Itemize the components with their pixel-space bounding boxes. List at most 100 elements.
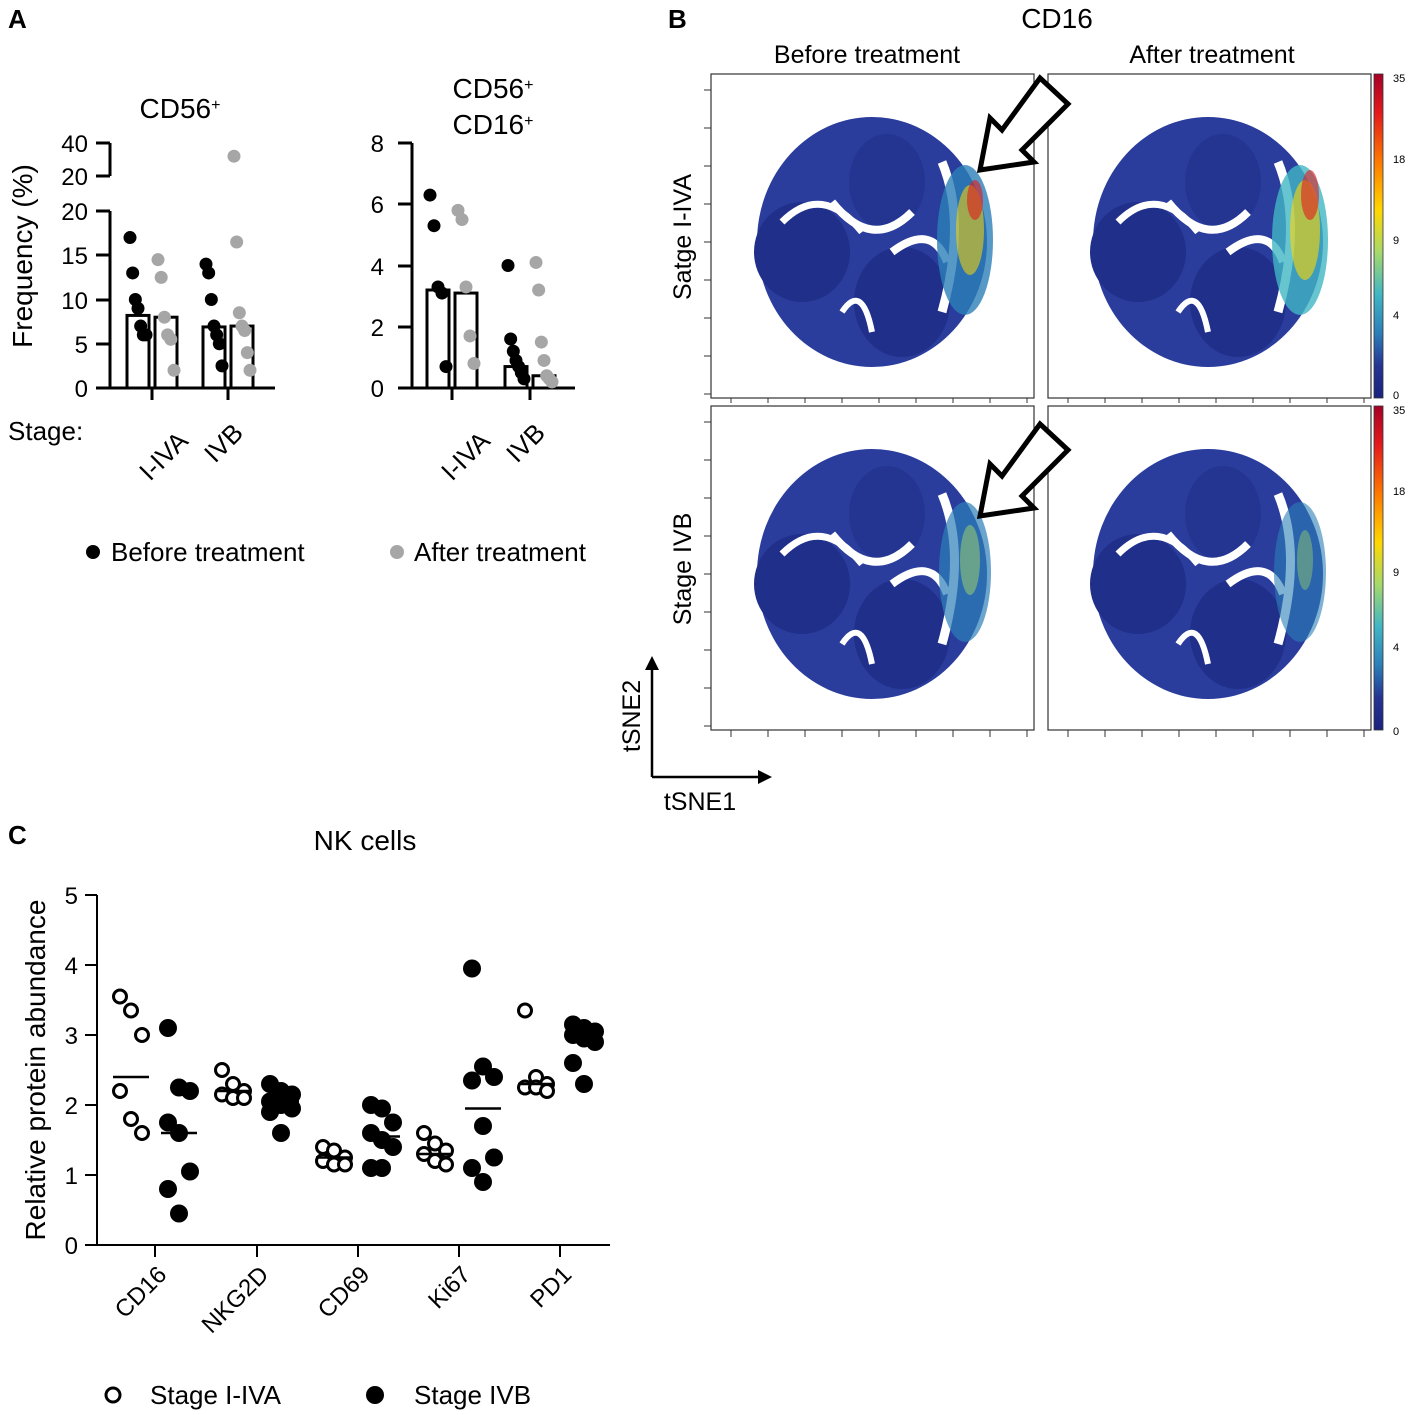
chart-a1: CD56+ Frequency (%) 0 5 10 15 20 20 40: [7, 93, 275, 486]
c-point-1-1-5: [283, 1099, 301, 1118]
c-point-1-2-7: [373, 1159, 391, 1177]
a1-point-1-0-1: [154, 270, 168, 284]
tsne-frames: [710, 73, 1372, 731]
colorbar-bottom: 35 18 9 4 0: [1373, 405, 1405, 738]
b-title: CD16: [1021, 3, 1093, 34]
c-point-1-3-7: [474, 1173, 492, 1191]
c-point-1-0-2: [181, 1082, 199, 1100]
colorbar-top-gradient: [1373, 73, 1384, 399]
c-point-1-2-1: [373, 1099, 391, 1118]
a1-ytick-40: 40: [61, 131, 88, 158]
a1-point-0-0-6: [139, 328, 153, 342]
a2-point-0-0-3: [435, 286, 449, 300]
legend-c: Stage I-IVA Stage IVB: [104, 1380, 531, 1410]
b-row-stage-ivb: Stage IVB: [669, 513, 697, 626]
a2-marks: [423, 188, 559, 390]
a1-ytick-5: 5: [75, 332, 88, 359]
c-point-1-2-5: [384, 1138, 402, 1156]
tsne-frame-1: [710, 73, 1035, 399]
a2-bar-0-0: [425, 288, 451, 390]
a1-point-1-0-5: [167, 363, 181, 377]
c-ytick-5: 5: [65, 883, 78, 910]
a1-ytick-15: 15: [61, 243, 88, 270]
a2-tick-marks: [398, 141, 532, 400]
c-point-0-0-4: [123, 1111, 139, 1127]
c-point-1-4-6: [564, 1054, 582, 1072]
b-column-before: Before treatment: [774, 41, 960, 69]
cbar-bottom-9: 9: [1393, 567, 1399, 579]
c-point-0-0-0: [112, 988, 128, 1005]
a2-ytick-4: 4: [371, 254, 384, 281]
a1-tick-marks: [96, 141, 230, 400]
tsne-plot-after-ivb: [1090, 449, 1326, 699]
c-point-0-3-0: [416, 1125, 432, 1141]
panel-label-c: C: [8, 820, 27, 850]
a2-point-1-1-6: [545, 375, 559, 389]
legend-a-before-label: Before treatment: [111, 537, 305, 567]
a1-point-1-1-1: [230, 235, 244, 249]
a1-point-1-0-4: [164, 332, 178, 346]
c-marks: [112, 959, 604, 1223]
b-column-after: After treatment: [1129, 41, 1294, 69]
legend-c-filled-marker: [366, 1386, 384, 1404]
legend-a-before-marker: [86, 545, 100, 559]
c-point-0-2-5: [337, 1156, 353, 1173]
c-category-cd16: CD16: [110, 1261, 172, 1323]
a1-y-tick-labels: 0 5 10 15 20 20 40: [61, 131, 88, 403]
a2-y-tick-labels: 0 2 4 6 8: [371, 131, 384, 403]
stage-label: Stage:: [8, 416, 83, 446]
colorbar-bottom-ticks: 35 18 9 4 0: [1393, 405, 1405, 738]
a2-point-0-0-4: [439, 360, 453, 374]
a2-point-1-0-3: [463, 329, 477, 343]
c-category-labels: CD16 NKG2D CD69 Ki67 PD1: [110, 1261, 577, 1339]
tsne1-label: tSNE1: [664, 788, 736, 816]
a1-point-0-1-6: [215, 359, 229, 373]
tsne-arrowheads: [645, 656, 772, 784]
tsne-plot-before-ivb: [754, 449, 991, 699]
c-point-1-3-6: [463, 1159, 481, 1177]
tsne-plot-after-i-iva: [1090, 117, 1328, 367]
c-point-0-0-1: [123, 1002, 139, 1019]
a1-point-1-1-6: [243, 363, 257, 377]
cbar-top-9: 9: [1393, 235, 1399, 247]
b-row-stage-i-iva: Satge I-IVA: [669, 174, 697, 300]
a1-point-0-0-3: [131, 301, 145, 315]
colorbar-bottom-gradient: [1373, 405, 1384, 731]
a2-point-1-0-4: [467, 357, 481, 370]
cbar-top-18: 18: [1393, 154, 1405, 166]
c-ytick-0: 0: [65, 1233, 78, 1260]
c-point-1-3-5: [485, 1148, 503, 1167]
a2-point-1-1-1: [532, 283, 546, 297]
a1-ytick-20-lower: 20: [61, 199, 88, 226]
c-point-1-3-4: [474, 1117, 492, 1135]
c-point-1-4-7: [575, 1075, 593, 1093]
a1-ytick-10: 10: [61, 288, 88, 315]
panel-label-b: B: [668, 4, 687, 34]
cbar-top-35: 35: [1393, 73, 1405, 85]
c-point-0-0-2: [134, 1027, 150, 1043]
cbar-top-0: 0: [1393, 390, 1399, 402]
a1-point-0-1-1: [202, 266, 216, 280]
a1-point-0-1-5: [212, 337, 226, 351]
a2-point-0-0-0: [423, 188, 437, 202]
a2-point-1-1-0: [529, 255, 543, 269]
c-ytick-3: 3: [65, 1023, 78, 1050]
a2-point-1-0-1: [455, 213, 469, 227]
cbar-bottom-0: 0: [1393, 726, 1399, 738]
arrow-1: [976, 74, 1072, 173]
a1-point-1-1-4: [238, 323, 252, 337]
tsne-plot-before-i-iva: [754, 117, 993, 367]
a1-point-0-0-0: [123, 231, 137, 245]
a2-title-line1: CD56+: [453, 73, 534, 104]
a2-point-0-1-6: [517, 372, 531, 386]
legend-a-after-marker: [390, 545, 404, 559]
c-category-ki67: Ki67: [423, 1261, 476, 1314]
c-point-0-3-5: [438, 1156, 454, 1173]
colorbar-top-ticks: 35 18 9 4 0: [1393, 73, 1405, 402]
legend-a: Before treatment After treatment: [86, 537, 587, 567]
c-point-1-4-5: [586, 1033, 604, 1051]
tsne-frame-4: [1047, 405, 1372, 731]
a2-category-ivb: IVB: [500, 417, 551, 468]
chart-a2: CD56+ CD16+ 0 2 4 6 8 I-IVA IVB: [371, 73, 575, 486]
a2-ytick-0: 0: [371, 376, 384, 403]
